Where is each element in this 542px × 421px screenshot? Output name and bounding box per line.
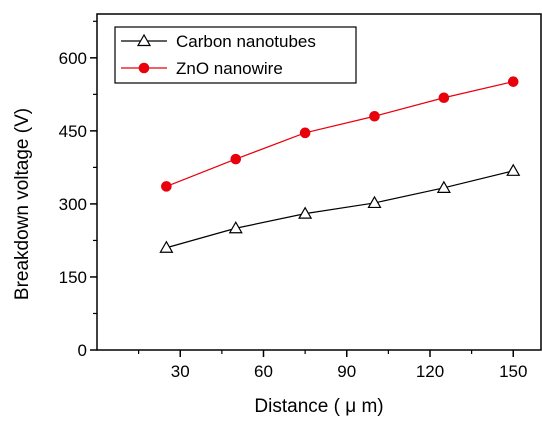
y-tick-label: 300 [59, 195, 87, 214]
legend: Carbon nanotubes ZnO nanowire [114, 26, 357, 84]
data-point [367, 195, 382, 209]
data-point [506, 163, 521, 176]
x-tick-label: 90 [337, 362, 356, 381]
data-point [438, 92, 450, 104]
x-tick-label: 150 [499, 362, 527, 381]
x-tick-label: 120 [416, 362, 444, 381]
data-point [298, 206, 313, 219]
x-tick-label: 30 [171, 362, 190, 381]
data-point [161, 181, 172, 192]
plot-frame [96, 13, 542, 351]
data-point [299, 127, 311, 139]
data-point [159, 240, 174, 253]
y-tick-label: 0 [78, 341, 87, 360]
y-tick-label: 150 [59, 268, 87, 287]
legend-label: ZnO nanowire [176, 59, 283, 78]
data-point [230, 153, 242, 165]
legend-label: Carbon nanotubes [176, 32, 316, 51]
series-line-0 [166, 170, 514, 249]
legend-box [114, 26, 357, 84]
series-line-1 [166, 81, 514, 187]
plot-border [96, 13, 542, 351]
legend-marker [138, 62, 150, 74]
y-tick-label: 450 [59, 122, 87, 141]
data-point [436, 180, 451, 193]
x-axis-title: Distance ( μ m) [254, 396, 383, 417]
series-markers [159, 76, 521, 253]
y-tick-label: 600 [59, 49, 87, 68]
series-lines [166, 81, 514, 249]
y-axis: 0 150 300 450 600 [59, 20, 97, 360]
y-axis-title: Breakdown voltage (V) [12, 108, 33, 300]
data-point [228, 221, 243, 234]
legend-marker [136, 33, 152, 47]
x-axis: 30 60 90 120 150 [138, 350, 527, 381]
data-point [507, 76, 519, 87]
x-tick-label: 60 [254, 362, 273, 381]
data-point [369, 110, 380, 122]
